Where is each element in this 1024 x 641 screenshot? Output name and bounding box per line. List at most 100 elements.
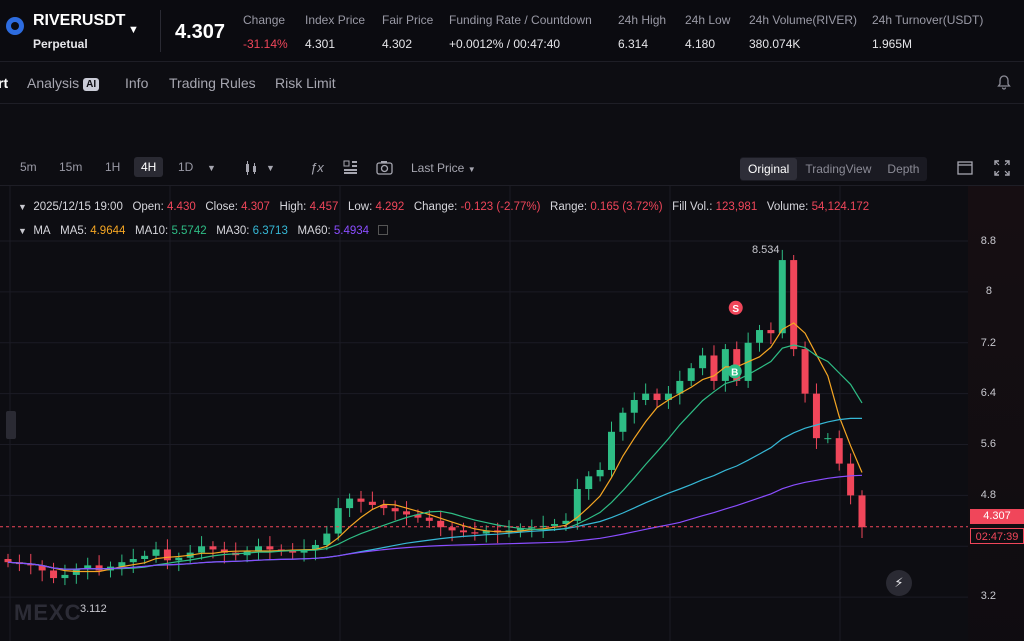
- timeframe-15m[interactable]: 15m: [59, 160, 83, 174]
- close-label: Close:: [205, 201, 238, 213]
- candle-type-dropdown-icon[interactable]: ▼: [266, 163, 275, 173]
- volume-value: 54,124.172: [811, 201, 870, 213]
- buy-signal-label: B: [731, 367, 738, 378]
- price-type-select[interactable]: Last Price ▼: [411, 161, 476, 175]
- price-axis-panel: [968, 186, 1024, 641]
- window-layout-icon[interactable]: [957, 160, 973, 176]
- y-tick: 3.2: [980, 590, 996, 602]
- candle-body: [129, 559, 137, 563]
- view-tradingview[interactable]: TradingView: [805, 162, 872, 176]
- drawing-toolbar-handle[interactable]: [6, 411, 16, 439]
- candle-body: [311, 545, 319, 550]
- candle-body: [676, 380, 684, 394]
- candle-body: [482, 530, 490, 534]
- volume-label: Volume:: [766, 201, 809, 213]
- view-switch: Original TradingView Depth: [740, 157, 928, 181]
- high-label: High:: [279, 201, 307, 213]
- ma-settings-icon[interactable]: [378, 225, 389, 235]
- candle-body: [653, 393, 661, 400]
- ma5-line: [7, 322, 863, 573]
- symbol-dropdown-icon[interactable]: ▼: [128, 24, 139, 36]
- exchange-watermark-logo: MEXC: [14, 600, 82, 625]
- candle-body: [710, 355, 718, 381]
- tab-risk-limit[interactable]: Risk Limit: [275, 75, 336, 91]
- fillvol-value: 123,981: [715, 201, 758, 213]
- timeframe-4h[interactable]: 4H: [134, 157, 164, 177]
- indicator-fx-icon[interactable]: ƒx: [310, 160, 324, 175]
- candle-body: [801, 349, 809, 394]
- candle-body: [585, 476, 593, 490]
- candle-body: [289, 550, 297, 553]
- candle-body: [425, 517, 433, 521]
- candle-body: [346, 498, 354, 509]
- sell-signal-marker: [728, 300, 743, 315]
- stat-fair-price: Fair Price 4.302: [382, 13, 434, 51]
- ma10-label: MA10:: [134, 225, 169, 237]
- fullscreen-icon[interactable]: [994, 160, 1010, 176]
- candle-body: [664, 393, 672, 400]
- candle-type-icon[interactable]: [243, 160, 259, 176]
- candle-body: [778, 260, 786, 334]
- candle-body: [209, 546, 217, 550]
- candle-body: [687, 368, 695, 381]
- candle-body: [61, 574, 69, 579]
- open-value: 4.430: [166, 201, 196, 213]
- stat-24h-volume: 24h Volume(RIVER) 380.074K: [749, 13, 858, 51]
- layout-grid-icon[interactable]: [343, 160, 358, 175]
- stat-index-price: Index Price 4.301: [305, 13, 366, 51]
- timeframe-5m[interactable]: 5m: [20, 160, 37, 174]
- candlestick-chart[interactable]: SB: [0, 186, 1024, 641]
- low-marker-label: 3.112: [80, 603, 107, 615]
- camera-icon[interactable]: [376, 160, 393, 175]
- candle-body: [539, 525, 547, 528]
- tab-trading-rules[interactable]: Trading Rules: [169, 75, 256, 91]
- view-original[interactable]: Original: [740, 158, 798, 180]
- range-label: Range:: [550, 201, 588, 213]
- high-value: 4.457: [309, 201, 339, 213]
- tab-chart[interactable]: rt: [0, 75, 9, 91]
- stat-funding-rate: Funding Rate / Countdown +0.0012% / 00:47…: [449, 13, 592, 51]
- ma5-value: 4.9644: [90, 225, 126, 237]
- y-tick: 5.6: [980, 438, 996, 450]
- timeframe-1d[interactable]: 1D: [178, 160, 194, 174]
- candle-body: [699, 355, 707, 369]
- candle-body: [630, 400, 638, 413]
- change-label: Change:: [413, 201, 458, 213]
- quick-trade-bolt-icon[interactable]: ⚡: [886, 570, 912, 596]
- high-marker-label: 8.534: [752, 244, 780, 256]
- ma5-label: MA5:: [60, 225, 87, 237]
- candle-body: [368, 501, 376, 505]
- ma60-label: MA60:: [297, 225, 331, 237]
- view-depth[interactable]: Depth: [887, 162, 920, 176]
- collapse-icon[interactable]: ▼: [18, 226, 27, 236]
- candle-body: [619, 412, 627, 432]
- ai-badge: AI: [83, 78, 100, 91]
- open-label: Open:: [132, 201, 164, 213]
- tab-analysis[interactable]: Analysis AI: [27, 75, 100, 91]
- sell-signal-label: S: [732, 304, 739, 315]
- candle-body: [163, 549, 171, 561]
- contract-type: Perpetual: [33, 37, 88, 51]
- ma-label: MA: [33, 225, 51, 237]
- bell-icon[interactable]: [996, 74, 1012, 90]
- tab-info[interactable]: Info: [125, 75, 149, 91]
- collapse-icon[interactable]: ▼: [18, 202, 27, 212]
- candle-body: [721, 349, 729, 381]
- ticker-header: RIVERUSDT Perpetual ▼ 4.307 Change -31.14…: [0, 0, 1024, 62]
- timeframe-1h[interactable]: 1H: [105, 160, 121, 174]
- ma60-value: 5.4934: [333, 225, 370, 237]
- candle-body: [824, 438, 832, 440]
- candle-body: [118, 562, 126, 567]
- symbol-name[interactable]: RIVERUSDT: [33, 12, 126, 29]
- candle-body: [528, 527, 536, 529]
- last-price: 4.307: [175, 21, 226, 43]
- candle-body: [50, 570, 58, 579]
- candle-body: [448, 527, 456, 531]
- candle-body: [437, 520, 445, 528]
- candle-body: [27, 564, 35, 566]
- candle-body: [84, 565, 92, 569]
- candle-body: [835, 438, 843, 464]
- price-type-label: Last Price: [411, 161, 465, 175]
- ohlc-date: 2025/12/15 19:00: [33, 201, 123, 213]
- timeframe-more-icon[interactable]: ▼: [207, 163, 216, 173]
